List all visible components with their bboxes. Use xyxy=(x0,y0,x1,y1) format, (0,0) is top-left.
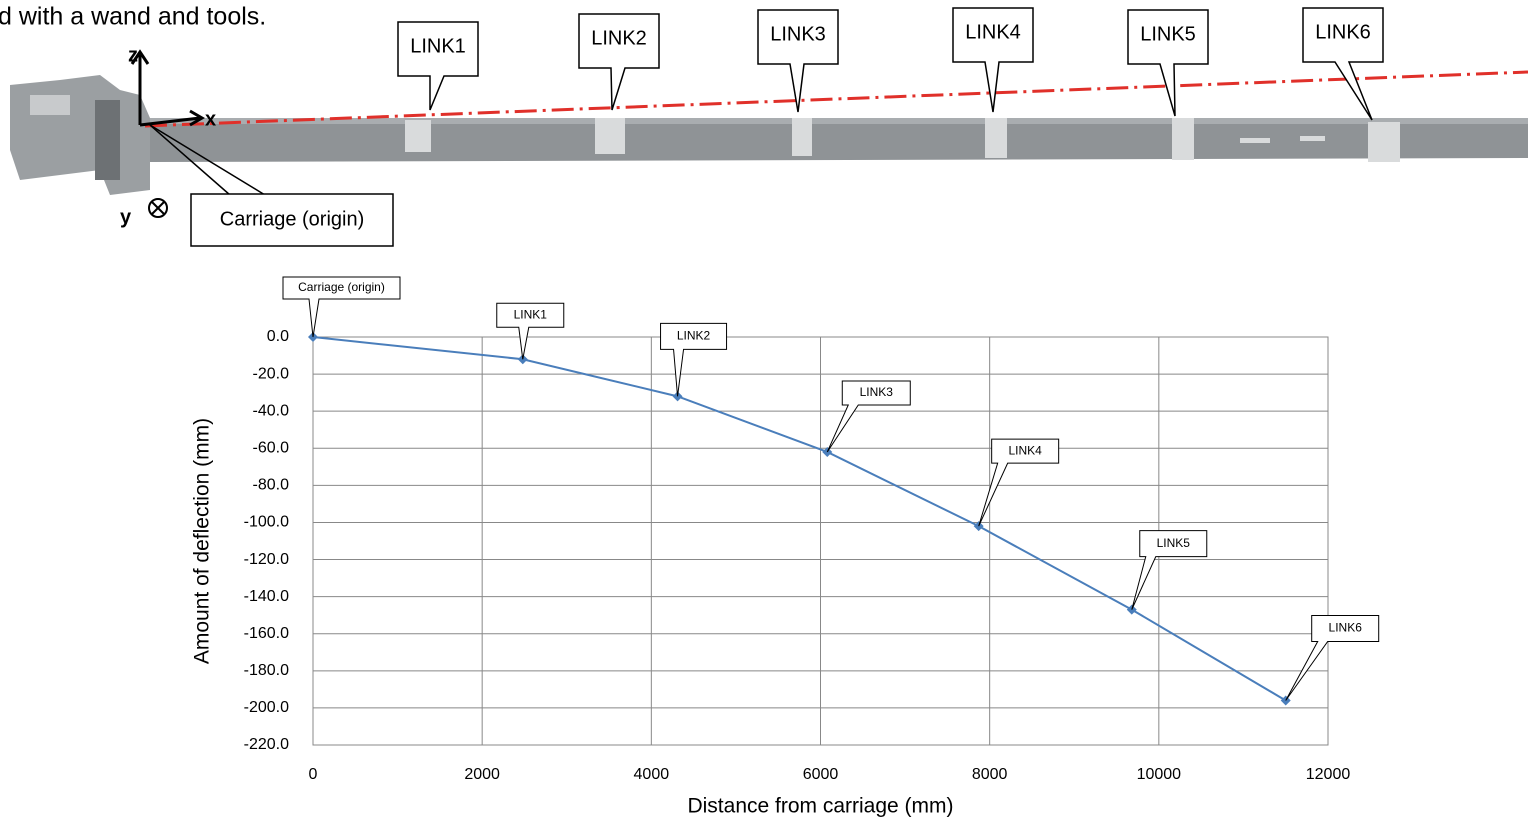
x-tick-label: 8000 xyxy=(972,766,1008,783)
page: {"caption_fragment": "d with a wand and … xyxy=(0,0,1528,822)
y-tick-label: -200.0 xyxy=(244,699,289,716)
y-tick-label: -40.0 xyxy=(253,402,290,419)
link-label: LINK1 xyxy=(410,35,466,57)
link-label: LINK2 xyxy=(591,27,647,49)
point-label: LINK1 xyxy=(514,307,548,321)
y-tick-label: -220.0 xyxy=(244,736,289,753)
link-label: LINK3 xyxy=(770,23,826,45)
x-tick-label: 2000 xyxy=(464,766,500,783)
y-tick-label: -80.0 xyxy=(253,477,290,494)
link-label: LINK5 xyxy=(1140,23,1196,45)
y-tick-label: -180.0 xyxy=(244,662,289,679)
link-label: LINK6 xyxy=(1315,21,1371,43)
axis-label-y: y xyxy=(120,206,132,228)
link-label: LINK4 xyxy=(965,21,1021,43)
y-axis-title: Amount of deflection (mm) xyxy=(191,418,214,664)
origin-label: Carriage (origin) xyxy=(220,208,365,230)
x-axis-title: Distance from carriage (mm) xyxy=(687,795,953,818)
y-tick-label: -60.0 xyxy=(253,439,290,456)
x-tick-label: 4000 xyxy=(634,766,670,783)
y-tick-label: -100.0 xyxy=(244,514,289,531)
link-callouts: LINK1 LINK2 LINK3 LINK4 LINK5 LINK6 xyxy=(398,8,1383,120)
x-tick-label: 6000 xyxy=(803,766,839,783)
y-tick-label: -140.0 xyxy=(244,588,289,605)
y-tick-label: -160.0 xyxy=(244,625,289,642)
x-tick-label: 0 xyxy=(309,766,318,783)
point-label: LINK6 xyxy=(1329,621,1363,635)
point-cloud xyxy=(10,72,1528,195)
axis-label-x: x xyxy=(205,108,216,130)
axis-label-z: z xyxy=(128,44,138,66)
y-tick-label: -20.0 xyxy=(253,365,290,382)
figure: d with a wand and tools. z x y Carriage … xyxy=(0,0,1528,822)
x-tick-label: 12000 xyxy=(1306,766,1351,783)
point-label: LINK5 xyxy=(1157,536,1191,550)
point-label: LINK2 xyxy=(677,329,711,343)
point-label: LINK4 xyxy=(1008,443,1042,457)
y-tick-label: 0.0 xyxy=(267,328,289,345)
point-label: LINK3 xyxy=(860,385,894,399)
point-label: Carriage (origin) xyxy=(298,280,385,294)
caption-fragment: d with a wand and tools. xyxy=(0,3,266,31)
y-tick-label: -120.0 xyxy=(244,551,289,568)
data-line xyxy=(313,337,1286,700)
x-tick-label: 10000 xyxy=(1137,766,1182,783)
